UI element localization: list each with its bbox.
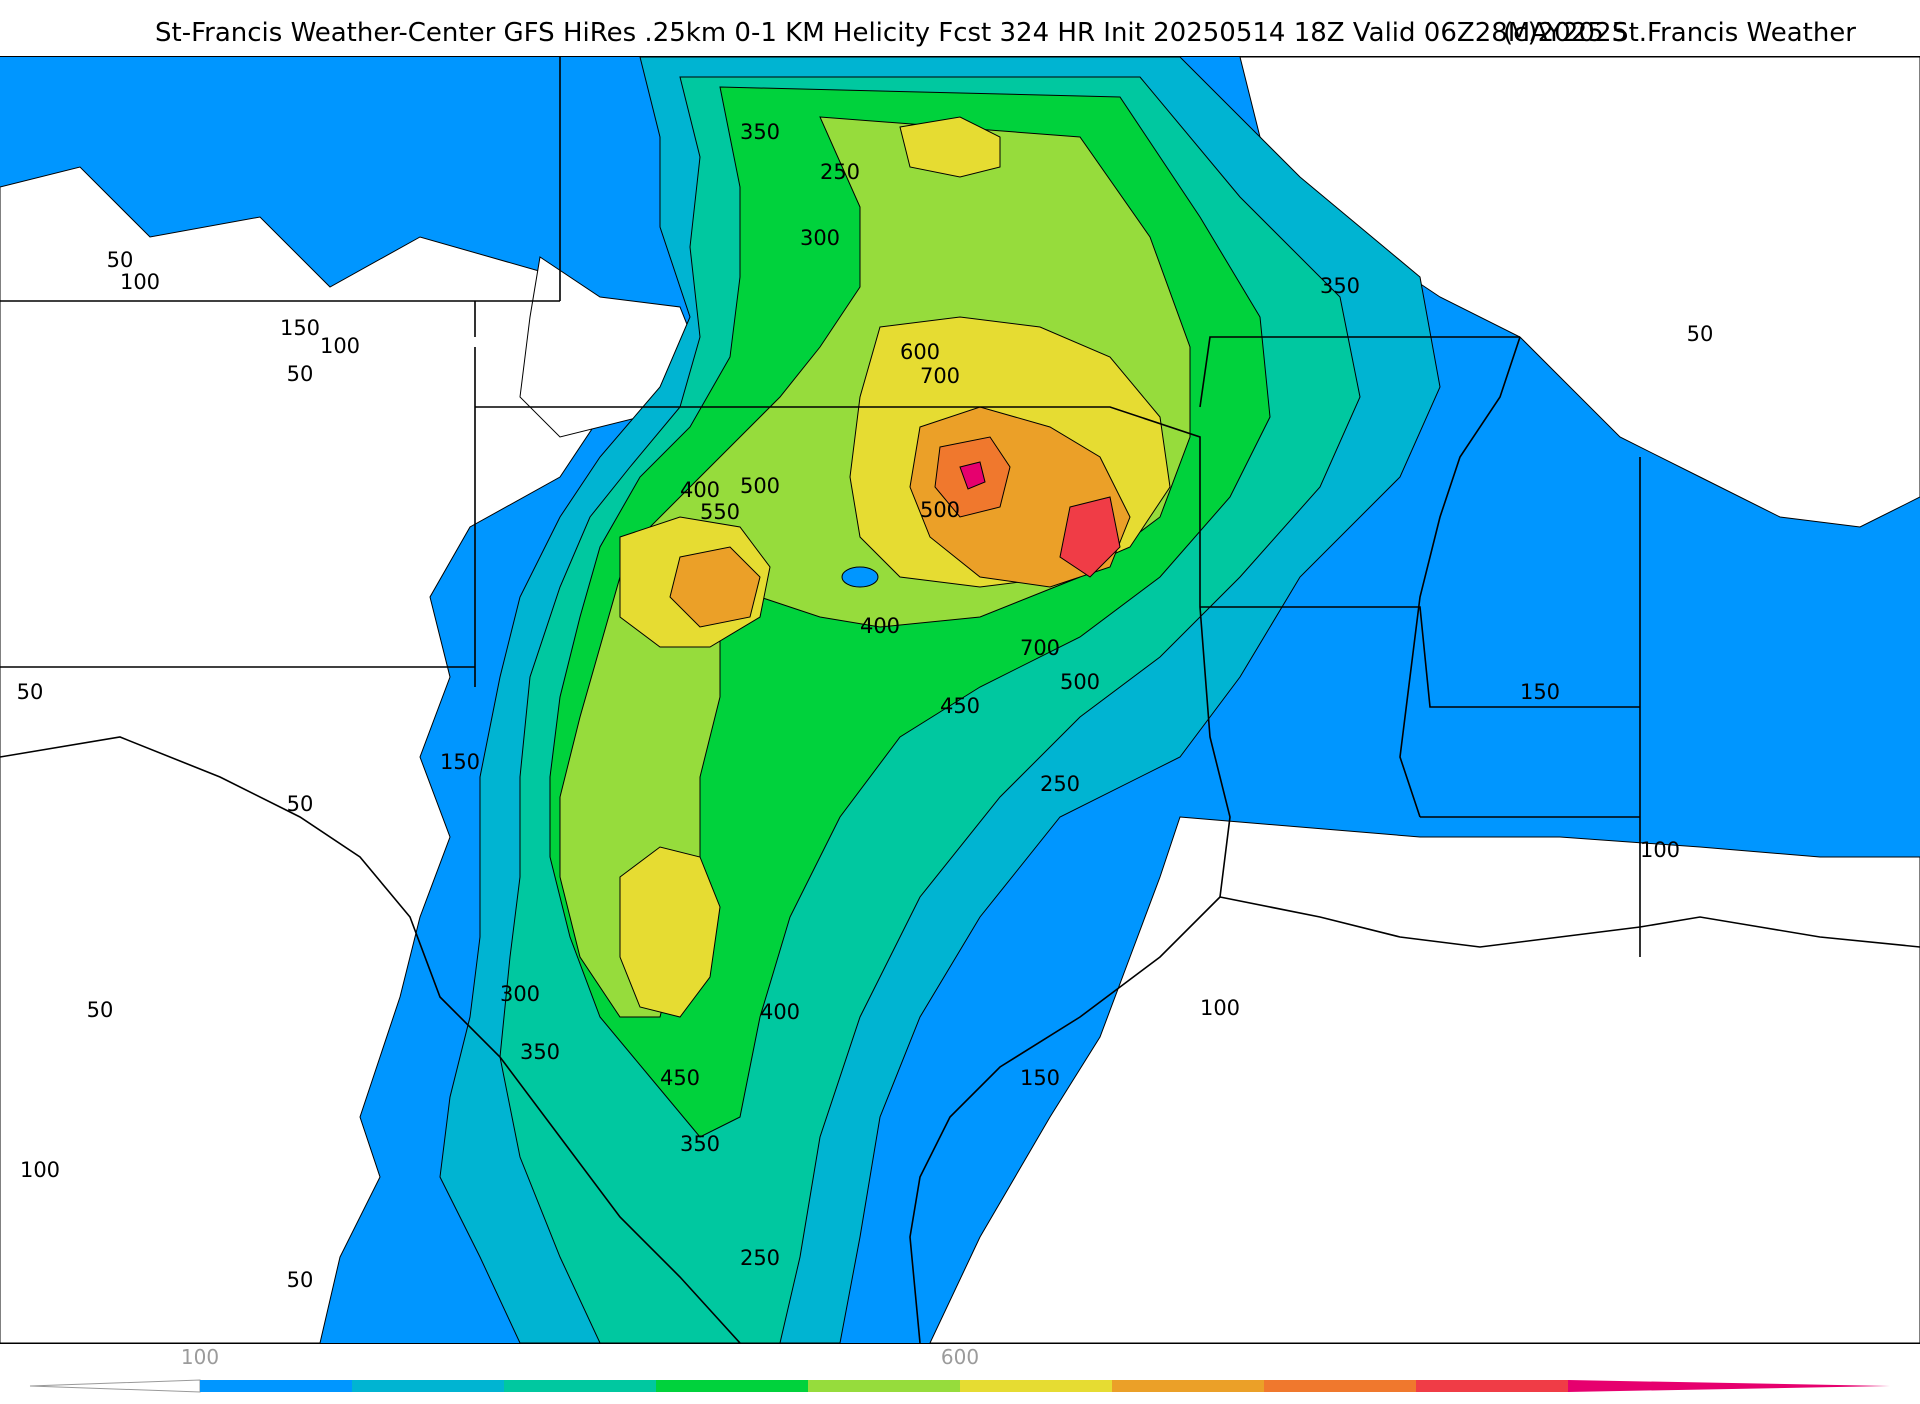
state-border-texas-panhandle bbox=[0, 347, 1201, 687]
contour-label: 100 bbox=[1200, 996, 1240, 1020]
colorbar-bin bbox=[1568, 1380, 1890, 1392]
copyright-text: (c)2025 St.Francis Weather bbox=[1503, 18, 1856, 48]
colorbar-bins bbox=[29, 1379, 1890, 1393]
contour-label: 250 bbox=[820, 160, 860, 184]
contour-label: 450 bbox=[940, 694, 980, 718]
colorbar-bin bbox=[1264, 1380, 1416, 1392]
contour-label: 150 bbox=[1520, 680, 1560, 704]
contour-label: 500 bbox=[740, 474, 780, 498]
contour-label: 400 bbox=[860, 614, 900, 638]
contour-label: 250 bbox=[740, 1246, 780, 1270]
field-region-gulf-white bbox=[929, 816, 1920, 1343]
contour-label: 700 bbox=[1020, 636, 1060, 660]
map-title: St-Francis Weather-Center GFS HiRes .25k… bbox=[155, 18, 1629, 48]
contour-label: 550 bbox=[700, 500, 740, 524]
colorbar-canvas: 100 600 bbox=[29, 1345, 1890, 1393]
colorbar-tick-label-600: 600 bbox=[941, 1345, 979, 1369]
colorbar-bin bbox=[29, 1379, 201, 1393]
contour-label: 300 bbox=[500, 982, 540, 1006]
field-region-800 bbox=[959, 461, 986, 490]
contour-label: 500 bbox=[920, 498, 960, 522]
contour-label: 450 bbox=[660, 1066, 700, 1090]
colorbar-bin bbox=[352, 1380, 504, 1392]
contour-label: 350 bbox=[680, 1132, 720, 1156]
colorbar: 100 600 bbox=[0, 1342, 1920, 1400]
colorbar-bin bbox=[1416, 1380, 1568, 1392]
contour-label: 150 bbox=[280, 316, 320, 340]
field-region-low-core bbox=[841, 566, 879, 588]
colorbar-bin bbox=[1112, 1380, 1264, 1392]
contour-label: 350 bbox=[1320, 274, 1360, 298]
contour-label: 250 bbox=[1040, 772, 1080, 796]
state-border-louisiana bbox=[1199, 606, 1640, 898]
contour-label: 100 bbox=[120, 270, 160, 294]
contour-label: 150 bbox=[1020, 1066, 1060, 1090]
field-region-700-b bbox=[1059, 496, 1121, 578]
contour-label: 500 bbox=[1060, 670, 1100, 694]
contour-label: 100 bbox=[20, 1158, 60, 1182]
helicity-fields bbox=[0, 57, 1920, 1343]
contour-label: 400 bbox=[760, 1000, 800, 1024]
contour-label: 50 bbox=[287, 1268, 314, 1292]
colorbar-bin bbox=[504, 1380, 656, 1392]
contour-label: 100 bbox=[1640, 838, 1680, 862]
contour-label: 300 bbox=[800, 226, 840, 250]
state-border-central bbox=[1199, 336, 1641, 957]
colorbar-tick-label-100: 100 bbox=[181, 1345, 219, 1369]
coastline-gulf bbox=[909, 896, 1920, 1343]
contour-label: 400 bbox=[680, 478, 720, 502]
border-mexico bbox=[0, 736, 741, 1343]
colorbar-bin bbox=[808, 1380, 960, 1392]
contour-label: 50 bbox=[87, 998, 114, 1022]
contour-label: 700 bbox=[920, 364, 960, 388]
river-mississippi bbox=[1399, 336, 1521, 818]
colorbar-bin bbox=[960, 1380, 1112, 1392]
field-region-500-west bbox=[669, 546, 761, 628]
colorbar-bin bbox=[200, 1380, 352, 1392]
contour-label: 350 bbox=[740, 120, 780, 144]
contour-label: 600 bbox=[900, 340, 940, 364]
contour-label: 350 bbox=[520, 1040, 560, 1064]
contour-label: 50 bbox=[1687, 322, 1714, 346]
contour-label: 50 bbox=[287, 792, 314, 816]
contour-label: 50 bbox=[287, 362, 314, 386]
field-region-400-south bbox=[619, 846, 721, 1018]
helicity-map: 350 250 300 350 50 100 150 100 50 600 700 400 500 550… bbox=[0, 56, 1920, 1344]
contour-label: 50 bbox=[107, 248, 134, 272]
field-region-400-top bbox=[899, 116, 1001, 178]
field-region-west-white bbox=[0, 166, 701, 1343]
colorbar-bin bbox=[656, 1380, 808, 1392]
contour-label: 50 bbox=[17, 680, 44, 704]
contour-label: 100 bbox=[320, 334, 360, 358]
state-border-north bbox=[0, 57, 561, 337]
contour-label: 150 bbox=[440, 750, 480, 774]
political-boundaries bbox=[0, 57, 1920, 1343]
map-title-bar: St-Francis Weather-Center GFS HiRes .25k… bbox=[0, 14, 1920, 54]
